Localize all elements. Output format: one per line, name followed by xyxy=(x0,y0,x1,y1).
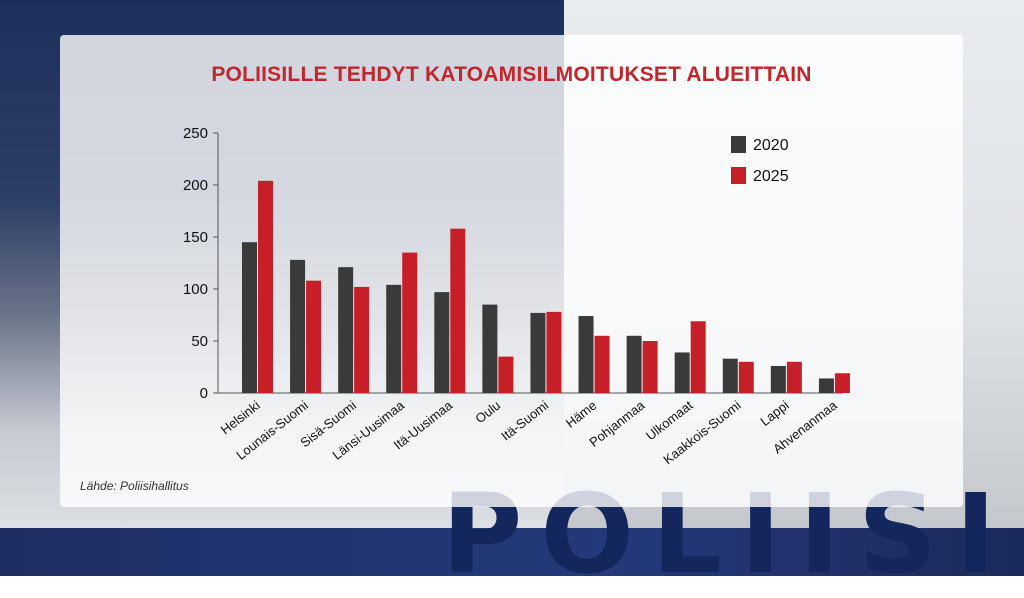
bar-2025 xyxy=(738,361,754,393)
legend-label-2020: 2020 xyxy=(753,137,789,154)
y-tick-label: 250 xyxy=(183,125,208,142)
bar-2025 xyxy=(498,356,514,393)
y-tick-label: 100 xyxy=(183,281,208,298)
bar-2025 xyxy=(402,252,418,393)
source-note: Lähde: Poliisihallitus xyxy=(80,479,189,493)
y-tick-label: 150 xyxy=(183,229,208,246)
bar-2020 xyxy=(674,352,690,393)
x-category-label: Oulu xyxy=(472,398,503,427)
y-tick-label: 200 xyxy=(183,177,208,194)
bar-2020 xyxy=(434,292,450,393)
bar-2020 xyxy=(722,358,738,393)
bar-chart: 050100150200250HelsinkiLounais-SuomiSisä… xyxy=(183,125,850,467)
background-blue-stripe xyxy=(0,528,1024,576)
bar-2025 xyxy=(834,373,850,393)
bar-2020 xyxy=(482,304,498,393)
legend-swatch-2020 xyxy=(731,136,746,153)
y-tick-label: 0 xyxy=(200,385,208,402)
bar-2025 xyxy=(642,341,658,393)
bar-2020 xyxy=(290,259,306,393)
bar-2025 xyxy=(258,180,273,393)
bar-2020 xyxy=(530,312,546,393)
bar-2025 xyxy=(594,335,610,393)
bar-2020 xyxy=(242,242,257,393)
x-category-label: Lappi xyxy=(757,397,791,428)
chart-title: POLIISILLE TEHDYT KATOAMISILMOITUKSET AL… xyxy=(211,63,812,86)
bar-2020 xyxy=(818,378,834,393)
y-tick-label: 50 xyxy=(191,333,208,350)
x-category-label: Häme xyxy=(563,398,600,431)
bar-2025 xyxy=(306,280,322,393)
bar-2020 xyxy=(578,316,594,393)
bar-2025 xyxy=(354,286,370,393)
bar-2020 xyxy=(338,267,354,393)
bar-2020 xyxy=(386,284,402,393)
legend-label-2025: 2025 xyxy=(753,168,789,185)
bar-2025 xyxy=(786,361,802,393)
bar-2025 xyxy=(546,311,562,393)
x-category-label: Itä-Suomi xyxy=(498,397,551,443)
bar-2020 xyxy=(626,335,642,393)
bar-2020 xyxy=(770,365,786,393)
bar-2025 xyxy=(690,321,706,393)
x-category-label: Helsinki xyxy=(218,397,263,437)
legend-swatch-2025 xyxy=(731,167,746,184)
bar-2025 xyxy=(450,228,466,393)
chart-panel: POLIISILLE TEHDYT KATOAMISILMOITUKSET AL… xyxy=(60,35,963,507)
